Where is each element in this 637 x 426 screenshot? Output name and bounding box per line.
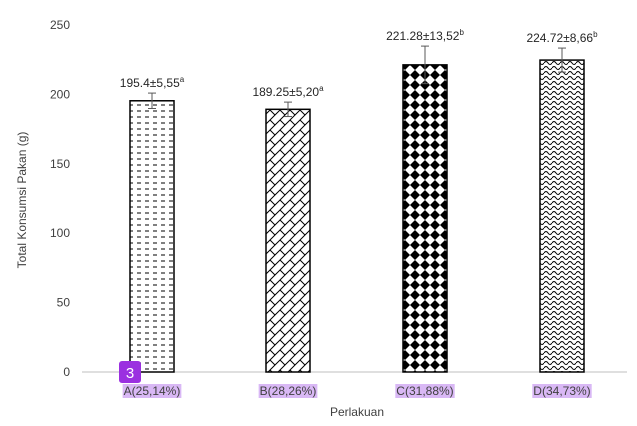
y-tick-label: 200 bbox=[50, 87, 70, 101]
label-highlight bbox=[395, 384, 455, 398]
bar-A bbox=[129, 100, 175, 373]
y-tick-label: 250 bbox=[50, 18, 70, 32]
label-highlight bbox=[122, 384, 182, 398]
bar-B bbox=[265, 108, 311, 373]
x-ticks: A(25,14%) B(28,26%) C(31,88%) D(34,73%) bbox=[122, 384, 592, 398]
x-tick-label: C(31,88%) bbox=[396, 384, 453, 398]
bar-D bbox=[539, 59, 585, 373]
data-label: 224.72±8,66b bbox=[526, 30, 598, 45]
y-axis-title: Total Konsumsi Pakan (g) bbox=[15, 132, 29, 269]
data-labels: 195.4±5,55a 189.25±5,20a 221.28±13,52b 224.… bbox=[120, 28, 598, 99]
data-label: 195.4±5,55a bbox=[120, 75, 185, 90]
y-tick-label: 100 bbox=[50, 226, 70, 240]
annotation-badge-number: 3 bbox=[126, 365, 134, 382]
data-label: 189.25±5,20a bbox=[252, 84, 324, 99]
bar-C bbox=[402, 64, 448, 373]
y-tick-label: 0 bbox=[63, 365, 70, 379]
label-highlight bbox=[258, 384, 318, 398]
bars bbox=[129, 59, 585, 373]
y-tick-label: 50 bbox=[57, 296, 71, 310]
y-ticks: 0 50 100 150 200 250 bbox=[50, 18, 70, 379]
annotation-badge: 3 bbox=[119, 361, 141, 383]
data-label: 221.28±13,52b bbox=[386, 28, 464, 43]
x-axis-title: Perlakuan bbox=[330, 405, 384, 419]
label-highlight bbox=[532, 384, 592, 398]
error-bars bbox=[148, 45, 566, 118]
x-tick-label: A(25,14%) bbox=[124, 384, 181, 398]
x-tick-label: D(34,73%) bbox=[533, 384, 590, 398]
x-tick-label: B(28,26%) bbox=[260, 384, 317, 398]
y-tick-label: 150 bbox=[50, 157, 70, 171]
